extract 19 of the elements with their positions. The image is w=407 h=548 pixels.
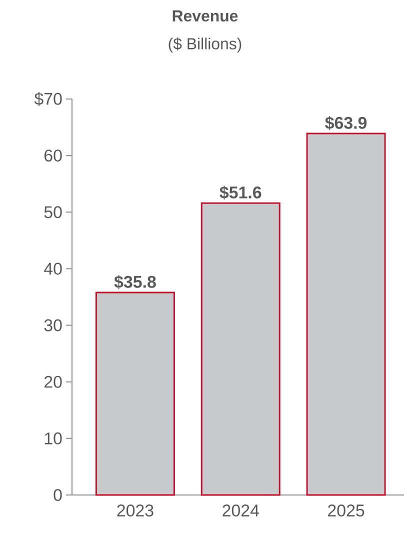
y-tick-label: 40 (44, 262, 62, 275)
y-tick-label: 20 (44, 376, 62, 388)
data-label: $63.9 (325, 116, 367, 130)
y-tick-label: 30 (44, 319, 62, 332)
bar (200, 202, 280, 496)
chart-title: Revenue (172, 10, 238, 22)
data-label: $51.6 (220, 186, 262, 200)
x-tick-label: 2024 (222, 504, 259, 517)
y-tick-label: $70 (34, 92, 62, 106)
y-tick-label: 10 (44, 432, 62, 444)
data-label: $35.8 (114, 275, 156, 289)
x-tick-label: 2025 (328, 504, 364, 517)
y-tick-label: 50 (44, 206, 62, 218)
y-tick-label: 60 (44, 150, 62, 162)
x-tick-label: 2023 (117, 504, 154, 517)
bar (306, 132, 386, 496)
chart-subtitle: ($ Billions) (168, 37, 242, 53)
y-tick-label: 0 (54, 488, 62, 501)
bar (95, 292, 175, 496)
